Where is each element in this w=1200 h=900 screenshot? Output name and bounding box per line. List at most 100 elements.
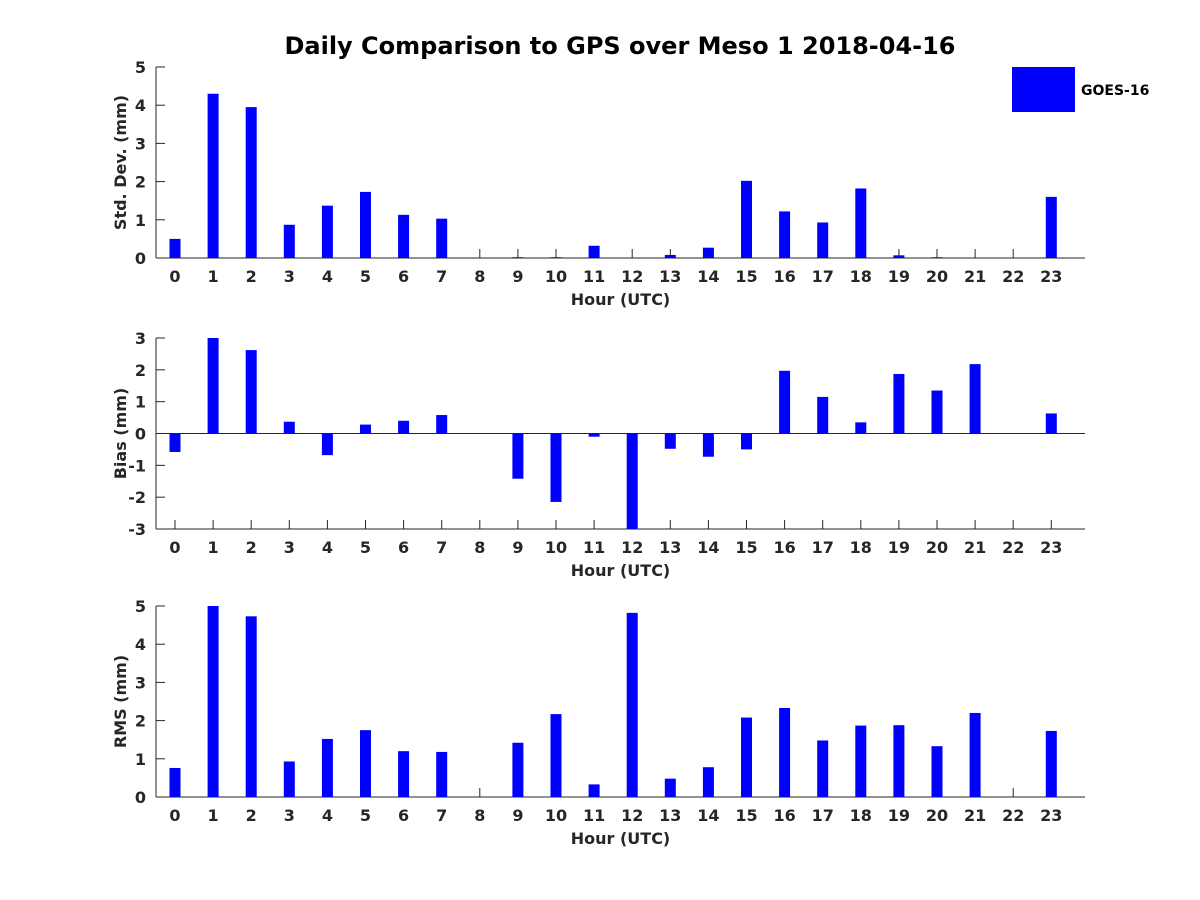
panel-std-bar-16	[779, 211, 791, 258]
panel-rms-xtick-label: 18	[850, 806, 872, 825]
panel-bias-xtick-label: 7	[436, 538, 447, 557]
panel-std-xtick-label: 1	[208, 267, 219, 286]
panel-std-xtick-label: 2	[246, 267, 257, 286]
panel-rms-ytick-label: 4	[135, 635, 146, 654]
legend-swatch-goes16	[1012, 67, 1075, 112]
panel-rms-bar-0	[169, 767, 181, 797]
panel-rms-xtick-label: 2	[246, 806, 257, 825]
panel-bias-bar-23	[1045, 413, 1057, 434]
panel-std-bar-3	[283, 224, 295, 258]
panel-bias-xtick-label: 3	[284, 538, 295, 557]
panel-rms-bar-12	[626, 612, 638, 797]
panel-bias-xtick-label: 9	[512, 538, 523, 557]
panel-bias-bar-16	[779, 370, 791, 434]
panel-rms-xtick-label: 8	[474, 806, 485, 825]
panel-std-xtick-label: 14	[697, 267, 719, 286]
panel-bias-ylabel: Bias (mm)	[111, 388, 130, 480]
panel-bias-xtick-label: 13	[659, 538, 681, 557]
panel-rms-bar-21	[969, 712, 981, 797]
panel-bias-bar-21	[969, 364, 981, 434]
panel-std-xtick-label: 3	[284, 267, 295, 286]
panel-bias-xtick-label: 6	[398, 538, 409, 557]
panel-rms-bar-3	[283, 761, 295, 797]
panel-std-bar-10	[550, 257, 562, 258]
panel-rms-xtick-label: 3	[284, 806, 295, 825]
panel-rms-ytick-label: 3	[135, 673, 146, 692]
panel-rms-xtick-label: 10	[545, 806, 567, 825]
panel-rms-bar-13	[664, 778, 676, 797]
panel-rms-bar-10	[550, 714, 562, 797]
panel-bias-bar-1	[207, 338, 219, 434]
panel-rms-xtick-label: 19	[888, 806, 910, 825]
panel-rms-xtick-label: 0	[169, 806, 180, 825]
panel-std-xtick-label: 21	[964, 267, 986, 286]
panel-std-xtick-label: 12	[621, 267, 643, 286]
panel-rms-bar-19	[893, 725, 905, 797]
panel-rms-xtick-label: 13	[659, 806, 681, 825]
panel-rms-bar-14	[702, 767, 714, 797]
panel-std-xtick-label: 8	[474, 267, 485, 286]
panel-std-bar-9	[512, 257, 524, 258]
panel-bias-xtick-label: 16	[773, 538, 795, 557]
panel-bias-bar-7	[436, 415, 448, 434]
panel-std-bar-17	[817, 222, 829, 258]
panel-rms-xtick-label: 7	[436, 806, 447, 825]
panel-bias-ytick-label: -3	[128, 520, 146, 539]
panel-rms-bar-15	[741, 717, 752, 797]
panel-std-xtick-label: 22	[1002, 267, 1024, 286]
panel-bias-xtick-label: 15	[735, 538, 757, 557]
panel-rms-ytick-label: 5	[135, 597, 146, 616]
panel-rms-bar-2	[245, 616, 257, 797]
panel-rms-bar-17	[817, 740, 829, 797]
panel-bias-xtick-label: 14	[697, 538, 719, 557]
panel-std-bar-2	[245, 107, 257, 258]
legend-label-goes16: GOES-16	[1081, 83, 1149, 99]
panel-std-ytick-label: 0	[135, 249, 146, 268]
panel-std-xtick-label: 19	[888, 267, 910, 286]
panel-bias-xtick-label: 10	[545, 538, 567, 557]
panel-std-bar-18	[855, 188, 867, 258]
panel-std-ytick-label: 2	[135, 173, 146, 192]
panel-std-xtick-label: 10	[545, 267, 567, 286]
panel-bias-xtick-label: 12	[621, 538, 643, 557]
panel-std-ytick-label: 3	[135, 134, 146, 153]
panel-std-bar-14	[702, 247, 714, 258]
panel-std-xtick-label: 15	[735, 267, 757, 286]
panel-rms-ylabel: RMS (mm)	[111, 655, 130, 748]
panel-rms-xtick-label: 5	[360, 806, 371, 825]
panel-bias-xtick-label: 4	[322, 538, 333, 557]
panel-rms-bar-11	[588, 784, 600, 797]
panel-std-ytick-label: 4	[135, 96, 146, 115]
panel-std-bar-11	[588, 245, 600, 258]
panel-rms-bar-18	[855, 725, 867, 797]
panel-rms-ytick-label: 2	[135, 712, 146, 731]
panel-std-bar-6	[398, 214, 410, 258]
panel-std-bar-5	[360, 191, 371, 258]
panel-rms-xtick-label: 16	[773, 806, 795, 825]
panel-std-xtick-label: 13	[659, 267, 681, 286]
legend: GOES-16	[1012, 67, 1149, 112]
panel-std-bar-13	[664, 254, 676, 258]
panel-bias-ytick-label: 2	[135, 361, 146, 380]
panel-bias-xtick-label: 17	[812, 538, 834, 557]
panel-rms-bar-20	[931, 746, 943, 797]
panel-bias-bar-2	[245, 350, 257, 434]
panel-bias-xtick-label: 22	[1002, 538, 1024, 557]
panel-rms-bar-6	[398, 751, 410, 797]
panel-std-xtick-label: 9	[512, 267, 523, 286]
panel-bias-xtick-label: 1	[208, 538, 219, 557]
panel-bias-bar-5	[360, 424, 371, 434]
panel-rms-xtick-label: 6	[398, 806, 409, 825]
panel-rms-xtick-label: 4	[322, 806, 333, 825]
panel-std-bar-1	[207, 93, 219, 259]
panel-std-xtick-label: 17	[812, 267, 834, 286]
panel-bias-xtick-label: 0	[169, 538, 180, 557]
panel-rms-bar-4	[321, 738, 333, 797]
panel-std-xtick-label: 0	[169, 267, 180, 286]
panel-bias-bar-10	[550, 433, 562, 502]
